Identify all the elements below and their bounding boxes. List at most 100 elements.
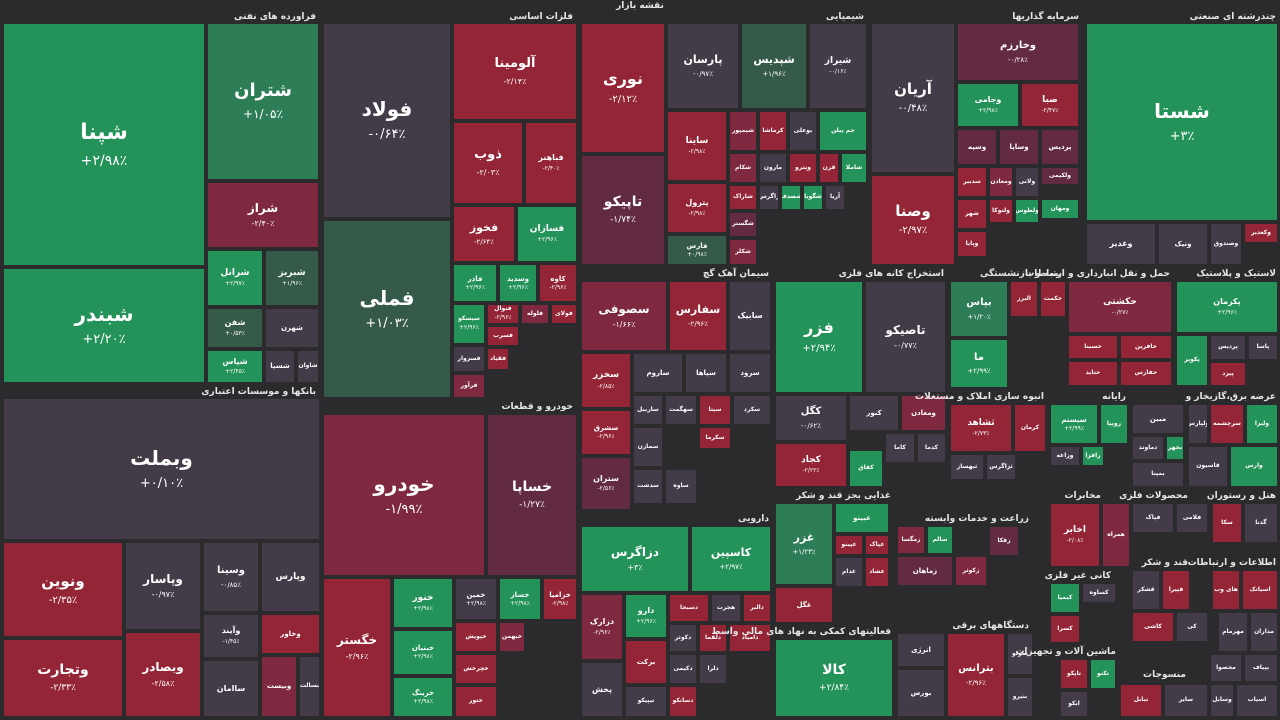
stock-tile[interactable]: تاپکو bbox=[1060, 659, 1088, 689]
stock-tile[interactable]: وصنا -۲/۹۷٪ bbox=[871, 175, 955, 265]
stock-tile[interactable]: شپدیس +۱/۹۶٪ bbox=[741, 23, 807, 109]
stock-tile[interactable]: خساز +۲/۹۸٪ bbox=[499, 578, 541, 620]
stock-tile[interactable]: خودرو -۱/۹۹٪ bbox=[323, 414, 485, 576]
stock-tile[interactable]: کاما bbox=[885, 433, 915, 463]
stock-tile[interactable]: خزامیا -۲/۹۸٪ bbox=[543, 578, 577, 620]
stock-tile[interactable]: ونوین -۲/۳۵٪ bbox=[3, 542, 123, 637]
stock-tile[interactable]: ایکو bbox=[1060, 691, 1088, 717]
stock-tile[interactable]: سهگمت bbox=[665, 395, 697, 425]
stock-tile[interactable]: ثبهساز bbox=[950, 454, 984, 480]
stock-tile[interactable]: بوعلی bbox=[789, 111, 817, 151]
stock-tile[interactable]: کیمیا bbox=[1050, 583, 1080, 613]
stock-tile[interactable]: سپاها bbox=[685, 353, 727, 393]
stock-tile[interactable]: سایر bbox=[1164, 684, 1208, 717]
stock-tile[interactable]: زاگرس bbox=[759, 185, 779, 210]
stock-tile[interactable]: قشکر bbox=[1132, 570, 1160, 610]
stock-tile[interactable]: آریان -۰/۴۸٪ bbox=[871, 23, 955, 173]
stock-tile[interactable]: ما +۲/۹۹٪ bbox=[950, 339, 1008, 388]
stock-tile[interactable]: فولای bbox=[551, 304, 577, 324]
stock-tile[interactable]: برکت bbox=[625, 640, 667, 684]
stock-tile[interactable]: وتجارت -۲/۳۳٪ bbox=[3, 639, 123, 717]
stock-tile[interactable]: فرآور bbox=[453, 374, 485, 398]
stock-tile[interactable]: تکنو bbox=[1090, 659, 1116, 689]
stock-tile[interactable]: مارون bbox=[759, 153, 787, 183]
stock-tile[interactable]: ومعادن bbox=[989, 167, 1013, 197]
stock-tile[interactable]: ولپارس bbox=[1188, 404, 1208, 444]
stock-tile[interactable]: ولکیمی bbox=[1041, 167, 1079, 185]
stock-tile[interactable]: خچرخش bbox=[455, 654, 497, 684]
stock-tile[interactable]: شهرن bbox=[265, 308, 319, 348]
stock-tile[interactable]: ولیزا bbox=[1246, 404, 1278, 444]
stock-tile[interactable]: پردیس bbox=[1210, 335, 1246, 360]
stock-tile[interactable]: دزارک -۲/۹۶٪ bbox=[581, 594, 623, 660]
stock-tile[interactable]: فنوال -۲/۹۶٪ bbox=[487, 304, 519, 324]
stock-tile[interactable]: شکلر bbox=[729, 239, 757, 265]
stock-tile[interactable]: رویپا bbox=[1100, 404, 1128, 444]
stock-tile[interactable]: تاصیکو -۰/۷۷٪ bbox=[865, 281, 946, 393]
stock-tile[interactable]: وصندوق bbox=[1210, 223, 1242, 265]
stock-tile[interactable]: فولاد -۰/۶۴٪ bbox=[323, 23, 451, 218]
stock-tile[interactable]: سکرما bbox=[699, 427, 731, 449]
stock-tile[interactable]: گدنا bbox=[1244, 503, 1278, 543]
stock-tile[interactable]: تیپیکو bbox=[625, 686, 667, 717]
stock-tile[interactable]: وخارزم -۰/۲۸٪ bbox=[957, 23, 1079, 81]
stock-tile[interactable]: وزاغه bbox=[1050, 446, 1080, 466]
stock-tile[interactable]: شیمپور bbox=[729, 111, 757, 151]
stock-tile[interactable]: فباهنر -۲/۴۰٪ bbox=[525, 122, 577, 204]
stock-tile[interactable]: دسانکو bbox=[669, 686, 697, 717]
stock-tile[interactable]: خبنیان +۲/۹۸٪ bbox=[393, 630, 453, 675]
stock-tile[interactable]: ستران -۲/۵۶٪ bbox=[581, 457, 631, 510]
stock-tile[interactable]: اسیاتک bbox=[1242, 570, 1278, 610]
stock-tile[interactable]: غپینو bbox=[835, 535, 863, 555]
stock-tile[interactable]: کجاد -۲/۲۲٪ bbox=[775, 443, 847, 487]
stock-tile[interactable]: شپنا +۲/۹۸٪ bbox=[3, 23, 205, 266]
stock-tile[interactable]: سرود bbox=[729, 353, 771, 393]
stock-tile[interactable]: نبابل bbox=[1120, 684, 1162, 717]
stock-tile[interactable]: جم پیلن bbox=[819, 111, 867, 151]
stock-tile[interactable]: قرن bbox=[819, 153, 839, 183]
stock-tile[interactable]: ساربیل bbox=[633, 395, 663, 425]
stock-tile[interactable]: کنور bbox=[849, 395, 899, 431]
stock-tile[interactable]: پاسا bbox=[1248, 335, 1278, 360]
stock-tile[interactable]: پکویر bbox=[1176, 335, 1208, 386]
stock-tile[interactable]: فپاک bbox=[1132, 503, 1174, 533]
stock-tile[interactable]: فلوله bbox=[521, 304, 549, 324]
stock-tile[interactable]: سابیک bbox=[729, 281, 771, 351]
stock-tile[interactable]: شگستر bbox=[729, 212, 757, 237]
stock-tile[interactable]: پارسان -۰/۹۷٪ bbox=[667, 23, 739, 109]
stock-tile[interactable]: زمگسا bbox=[897, 526, 925, 554]
stock-tile[interactable]: بمپنا bbox=[1132, 462, 1184, 487]
stock-tile[interactable]: شستا +۳٪ bbox=[1086, 23, 1278, 221]
stock-tile[interactable]: ساوه bbox=[665, 469, 697, 504]
stock-tile[interactable]: سصوفی -۱/۶۶٪ bbox=[581, 281, 667, 351]
stock-tile[interactable]: وسپه bbox=[957, 129, 997, 165]
stock-tile[interactable]: غزر +۱/۲۳٪ bbox=[775, 503, 833, 585]
stock-tile[interactable]: بموتو bbox=[1007, 633, 1033, 675]
stock-tile[interactable]: ثشاهد -۲/۷۳٪ bbox=[950, 404, 1012, 452]
stock-tile[interactable]: ولتوکا bbox=[989, 199, 1013, 223]
stock-tile[interactable]: خساپا -۱/۲۷٪ bbox=[487, 414, 577, 576]
stock-tile[interactable]: وسدید +۲/۹۶٪ bbox=[499, 264, 537, 302]
stock-tile[interactable]: وارس bbox=[1230, 446, 1278, 487]
stock-tile[interactable]: شهر bbox=[957, 199, 987, 229]
stock-tile[interactable]: پردیس bbox=[1041, 129, 1079, 165]
stock-tile[interactable]: فاذر +۲/۹۶٪ bbox=[453, 264, 497, 302]
stock-tile[interactable]: دلقما bbox=[699, 624, 727, 652]
stock-tile[interactable]: غگل bbox=[775, 587, 833, 623]
stock-tile[interactable]: وآیند -۱/۴۵٪ bbox=[203, 614, 259, 658]
stock-tile[interactable]: سمازن bbox=[633, 427, 663, 467]
stock-tile[interactable]: شیراز -۰/۱۶٪ bbox=[809, 23, 867, 109]
stock-tile[interactable]: کسرا bbox=[1050, 615, 1080, 643]
stock-tile[interactable]: فسرب bbox=[487, 326, 519, 346]
stock-tile[interactable]: زفکا bbox=[989, 526, 1019, 556]
stock-tile[interactable]: دلرا bbox=[699, 654, 727, 684]
stock-tile[interactable]: ختور bbox=[455, 686, 497, 717]
stock-tile[interactable]: بپاس +۱/۲۰٪ bbox=[950, 281, 1008, 337]
stock-tile[interactable]: فملی +۱/۰۳٪ bbox=[323, 220, 451, 398]
stock-tile[interactable]: سکرد bbox=[733, 395, 771, 425]
stock-tile[interactable]: کفاق bbox=[849, 450, 883, 487]
stock-tile[interactable]: نوری -۲/۱۲٪ bbox=[581, 23, 665, 153]
stock-tile[interactable]: فخوز -۲/۶۴٪ bbox=[453, 206, 515, 262]
stock-tile[interactable]: بجهر bbox=[1166, 436, 1184, 460]
stock-tile[interactable]: کاشی bbox=[1132, 612, 1174, 642]
